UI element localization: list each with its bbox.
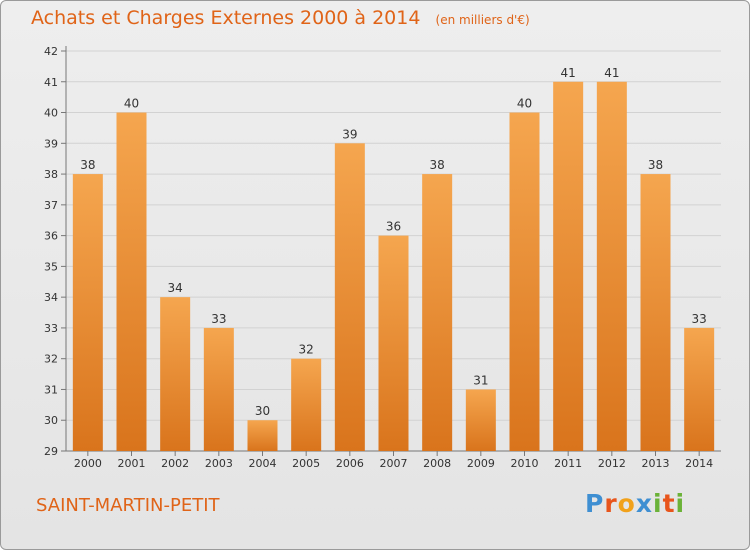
y-tick-label: 36 — [44, 230, 58, 243]
y-tick-label: 30 — [44, 414, 58, 427]
bar — [378, 235, 409, 451]
y-tick-label: 38 — [44, 168, 58, 181]
x-tick-label: 2004 — [249, 457, 277, 470]
x-tick-label: 2011 — [554, 457, 582, 470]
labels: 29 30 31 32 33 34 35 36 37 38 39 40 41 42 38 2000 40 2001… — [44, 45, 713, 470]
x-tick-label: 2000 — [74, 457, 102, 470]
bar-value-label: 34 — [168, 281, 183, 295]
y-tick-label: 35 — [44, 260, 58, 273]
x-tick-label: 2010 — [511, 457, 539, 470]
x-tick-label: 2007 — [380, 457, 408, 470]
bar — [291, 358, 322, 451]
chart-title-block: Achats et Charges Externes 2000 à 2014 (… — [31, 7, 530, 29]
x-tick-label: 2003 — [205, 457, 233, 470]
bars — [72, 81, 715, 452]
bar — [334, 143, 365, 452]
y-tick-label: 37 — [44, 199, 58, 212]
x-tick-label: 2014 — [685, 457, 713, 470]
bar-value-label: 41 — [561, 66, 576, 80]
y-tick-label: 33 — [44, 322, 58, 335]
bar-value-label: 31 — [473, 373, 488, 387]
y-tick-label: 40 — [44, 107, 58, 120]
bar — [72, 174, 103, 452]
proxiti-logo: Proxiti — [585, 489, 686, 518]
y-tick-label: 29 — [44, 445, 58, 458]
x-tick-label: 2005 — [292, 457, 320, 470]
bar — [596, 81, 627, 452]
bar — [465, 389, 496, 451]
bar — [247, 420, 278, 451]
bar-value-label: 33 — [211, 312, 226, 326]
y-tick-label: 41 — [44, 76, 58, 89]
bar — [640, 174, 671, 452]
x-tick-label: 2012 — [598, 457, 626, 470]
bar-value-label: 38 — [648, 158, 663, 172]
bar-value-label: 41 — [604, 66, 619, 80]
bar-value-label: 32 — [299, 343, 314, 357]
y-tick-label: 32 — [44, 353, 58, 366]
bar — [116, 112, 147, 452]
commune-name: SAINT-MARTIN-PETIT — [36, 495, 220, 516]
bar — [509, 112, 540, 452]
bar-value-label: 40 — [517, 97, 532, 111]
bar — [553, 81, 584, 452]
y-tick-label: 39 — [44, 137, 58, 150]
bar-value-label: 30 — [255, 404, 270, 418]
bar-value-label: 39 — [342, 127, 357, 141]
bar — [422, 174, 453, 452]
x-tick-label: 2013 — [642, 457, 670, 470]
bar-value-label: 40 — [124, 97, 139, 111]
bar — [203, 327, 234, 451]
y-tick-label: 42 — [44, 45, 58, 58]
bar-value-label: 38 — [430, 158, 445, 172]
bar-value-label: 33 — [692, 312, 707, 326]
x-tick-label: 2006 — [336, 457, 364, 470]
bar-value-label: 36 — [386, 220, 401, 234]
bar-value-label: 38 — [80, 158, 95, 172]
x-tick-label: 2001 — [118, 457, 146, 470]
y-tick-label: 34 — [44, 291, 58, 304]
x-tick-label: 2009 — [467, 457, 495, 470]
bar — [684, 327, 715, 451]
chart-unit: (en milliers d'€) — [435, 13, 530, 27]
x-tick-label: 2008 — [423, 457, 451, 470]
x-tick-label: 2002 — [161, 457, 189, 470]
chart-title: Achats et Charges Externes 2000 à 2014 — [31, 7, 421, 29]
y-tick-label: 31 — [44, 383, 58, 396]
bar — [160, 297, 191, 451]
